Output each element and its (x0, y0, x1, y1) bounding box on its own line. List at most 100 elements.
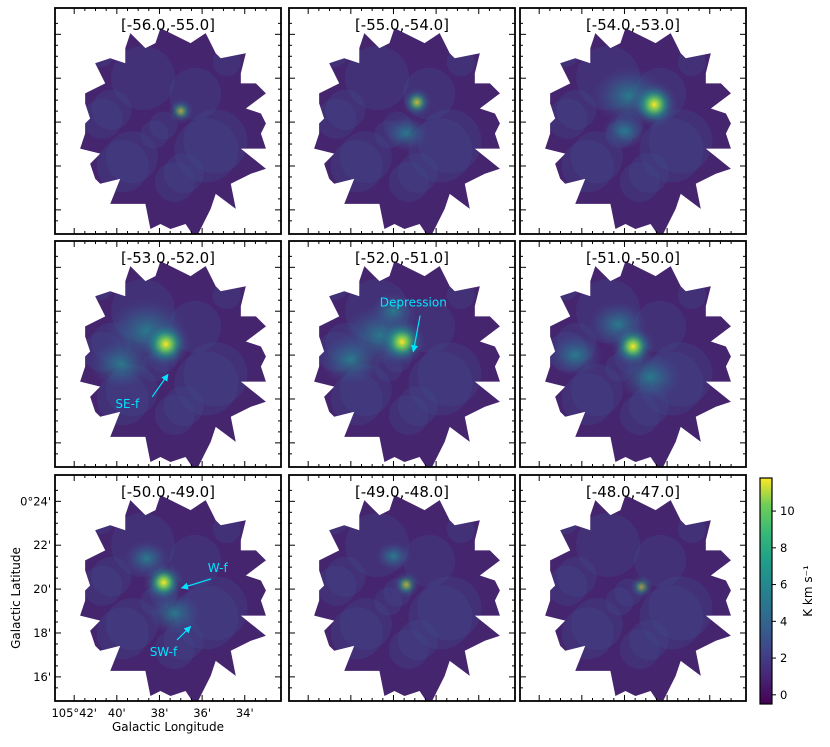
panel-title: [-52.0,-51.0] (355, 249, 449, 267)
noise-patch (91, 556, 132, 597)
noise-patch (408, 351, 473, 416)
panel-ticks (55, 8, 281, 234)
panel-frame (288, 240, 516, 468)
panel-frame (54, 240, 282, 468)
panel-frame (288, 474, 516, 702)
noise-patch (619, 162, 660, 203)
panel-ticks (289, 241, 515, 467)
emission-map (545, 261, 731, 467)
panel-frame (519, 7, 747, 235)
noise-patch (619, 629, 660, 670)
panel-frame (519, 240, 747, 468)
noise-patch (339, 131, 392, 184)
annotation-arrow (410, 315, 421, 353)
noise-patch (403, 534, 456, 587)
noise-patch (576, 513, 641, 578)
noise-patch (316, 98, 357, 139)
y-tick-label: 0°24' (20, 494, 51, 508)
noise-patch (183, 342, 248, 407)
noise-patch (82, 98, 123, 139)
y-tick-label: 18' (33, 626, 51, 640)
noise-patch (634, 534, 687, 587)
axis-labels: 105°42' 40' 38' 36' 34' 0°24' 22' 20' 18' 16' Gala… (9, 494, 254, 734)
panel-ticks (55, 241, 281, 467)
noise-patch (388, 629, 429, 670)
y-tick-label: 16' (33, 670, 51, 684)
annotation-label: SW-f (150, 645, 178, 659)
panel-frame (54, 474, 282, 702)
noise-patch (570, 364, 623, 417)
x-tick-label: 34' (236, 706, 254, 720)
noise-patch (105, 598, 158, 651)
noise-patch (140, 120, 169, 149)
panel-title: [-51.0,-50.0] (586, 249, 680, 267)
noise-patch (339, 598, 392, 651)
noise-patch (570, 598, 623, 651)
noise-patch (639, 118, 704, 183)
noise-patch (561, 140, 614, 193)
noise-patch (417, 342, 482, 407)
emission-map (314, 261, 500, 467)
annotation-arrow (151, 373, 169, 398)
noise-patch (325, 89, 366, 130)
noise-patch (628, 152, 669, 193)
colorbar: 0 2 4 6 8 10 K km s⁻¹ (759, 477, 815, 705)
peak-emission (141, 319, 191, 369)
panel-title: [-56.0,-55.0] (121, 16, 215, 34)
noise-patch (417, 109, 482, 174)
panel-title: [-55.0,-54.0] (355, 16, 449, 34)
panel-ticks (520, 241, 746, 467)
panel-7: [-50.0,-49.0] W-f SW-f (54, 474, 282, 702)
annotation-arrow (180, 578, 212, 590)
noise-patch (154, 162, 195, 203)
noise-patch (82, 565, 123, 606)
noise-patch (330, 607, 383, 660)
colorbar-tick-label: 8 (780, 541, 787, 555)
noise-patch (556, 556, 597, 597)
panel-ticks (520, 475, 746, 701)
noise-patch (91, 89, 132, 130)
noise-patch (561, 373, 614, 426)
noise-patch (154, 629, 195, 670)
noise-patch (628, 619, 669, 660)
noise-patch (397, 619, 438, 660)
noise-patch (388, 395, 429, 436)
panel-1: [-56.0,-55.0] (54, 7, 282, 235)
panel-ticks (289, 8, 515, 234)
noise-patch (397, 385, 438, 426)
panel-frame (54, 7, 282, 235)
filament-emission (319, 334, 383, 385)
noise-patch (163, 152, 204, 193)
colorbar-tick-label: 4 (780, 614, 787, 628)
panel-5: [-52.0,-51.0] Depression (288, 240, 516, 468)
panel-title: [-48.0,-47.0] (586, 483, 680, 501)
noise-patch (547, 565, 588, 606)
colorbar-scale (759, 477, 773, 705)
panel-title: [-53.0,-52.0] (121, 249, 215, 267)
noise-patch (174, 351, 239, 416)
x-tick-label: 36' (193, 706, 211, 720)
panel-title: [-54.0,-53.0] (586, 16, 680, 34)
x-axis-label: Galactic Longitude (112, 720, 224, 734)
panel-title: [-49.0,-48.0] (355, 483, 449, 501)
peak-emission (629, 574, 654, 600)
colorbar-tick-label: 2 (780, 651, 787, 665)
noise-patch (547, 98, 588, 139)
panel-6: [-51.0,-50.0] (519, 240, 747, 468)
filament-emission (89, 338, 153, 390)
panel-frame (519, 474, 747, 702)
noise-patch (417, 576, 482, 641)
peak-emission (392, 571, 420, 599)
annotation-label: SE-f (115, 397, 140, 411)
noise-patch (154, 395, 195, 436)
panel-ticks (520, 8, 746, 234)
noise-patch (397, 152, 438, 193)
noise-patch (556, 89, 597, 130)
filament-emission (383, 114, 429, 152)
peak-emission (143, 562, 184, 603)
noise-patch (639, 585, 704, 650)
noise-patch (316, 565, 357, 606)
filament-emission (548, 333, 603, 377)
noise-patch (330, 140, 383, 193)
